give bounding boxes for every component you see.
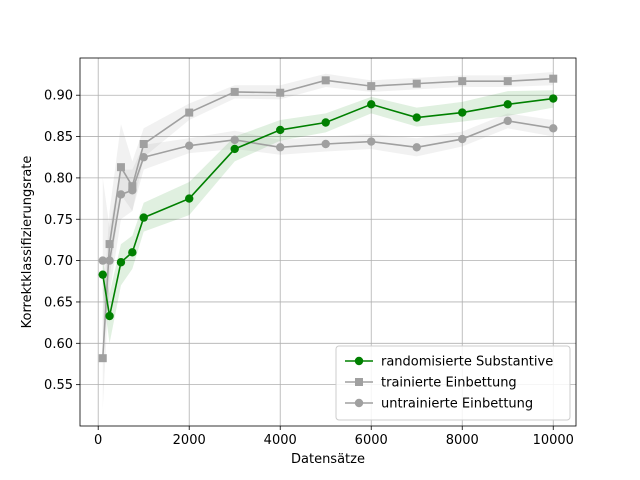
series-lines [98, 74, 558, 363]
data-point [321, 139, 330, 149]
data-point [549, 74, 558, 83]
data-point [549, 94, 558, 103]
data-point [185, 141, 194, 150]
legend-label: trainierte Einbettung [381, 376, 517, 391]
data-point [105, 311, 114, 321]
data-point [549, 124, 558, 133]
x-tick-label: 10000 [533, 433, 574, 448]
y-axis-ticks: 0.55 0.60 0.65 0.70 0.75 0.80 0.85 0.90 [44, 89, 80, 393]
y-axis-label: Korrektklassifizierungsrate [20, 156, 35, 329]
data-point [105, 256, 114, 265]
y-tick-label: 0.70 [44, 254, 73, 269]
data-point [116, 258, 126, 267]
y-tick-label: 0.85 [44, 130, 73, 145]
legend-marker [354, 398, 364, 408]
x-tick-label: 2000 [173, 433, 206, 448]
y-tick-label: 0.80 [44, 171, 73, 186]
data-point [98, 256, 107, 265]
data-point [128, 186, 137, 195]
legend-item: trainierte Einbettung [345, 376, 517, 391]
y-tick-label: 0.65 [44, 295, 73, 310]
data-point [230, 87, 239, 96]
data-point [367, 137, 376, 146]
x-tick-label: 6000 [355, 433, 388, 448]
legend-label: untrainierte Einbettung [381, 397, 533, 412]
data-point [98, 354, 107, 363]
data-point [116, 163, 125, 172]
legend: randomisierte Substantive trainierte Einb… [335, 345, 571, 421]
data-point [105, 240, 114, 249]
data-point [116, 190, 126, 199]
data-point [503, 77, 512, 86]
data-point [139, 140, 148, 149]
legend-label: randomisierte Substantive [381, 355, 553, 370]
data-point [139, 153, 148, 162]
data-point [412, 79, 421, 88]
data-point [412, 113, 421, 122]
y-tick-label: 0.60 [44, 337, 73, 352]
data-point [321, 76, 330, 85]
y-tick-label: 0.90 [44, 89, 73, 104]
plot-area [79, 57, 577, 427]
series-group [98, 74, 558, 363]
data-point [185, 194, 194, 203]
data-point [503, 116, 512, 126]
data-point [412, 143, 421, 152]
data-point [276, 88, 285, 97]
data-point [128, 248, 137, 257]
data-point [98, 270, 107, 279]
x-tick-label: 4000 [264, 433, 297, 448]
data-point [321, 118, 330, 127]
series-group [98, 116, 558, 265]
data-point [367, 100, 376, 109]
confidence-band [102, 90, 554, 344]
y-tick-label: 0.75 [44, 213, 73, 228]
x-tick-label: 0 [94, 433, 102, 448]
series-group [98, 94, 558, 321]
data-point [276, 125, 285, 135]
x-axis-label: Datensätze [291, 452, 365, 467]
y-tick-label: 0.55 [44, 378, 73, 393]
legend-item: randomisierte Substantive [345, 355, 553, 370]
data-point [230, 144, 239, 154]
data-point [458, 77, 467, 86]
confidence-bands [102, 72, 554, 410]
legend-marker [355, 378, 363, 386]
data-point [458, 108, 467, 117]
data-point [276, 143, 285, 152]
plot-frame [79, 57, 577, 427]
legend-box [335, 345, 571, 421]
legend-marker [354, 356, 364, 366]
x-tick-label: 8000 [446, 433, 479, 448]
data-point [139, 213, 148, 222]
data-point [367, 82, 376, 91]
legend-item: untrainierte Einbettung [345, 397, 533, 412]
data-point [458, 134, 467, 144]
data-point [185, 108, 194, 117]
data-point [230, 135, 239, 145]
x-axis-ticks: 0 2000 4000 6000 8000 10000 [94, 426, 574, 448]
data-point [503, 100, 512, 109]
